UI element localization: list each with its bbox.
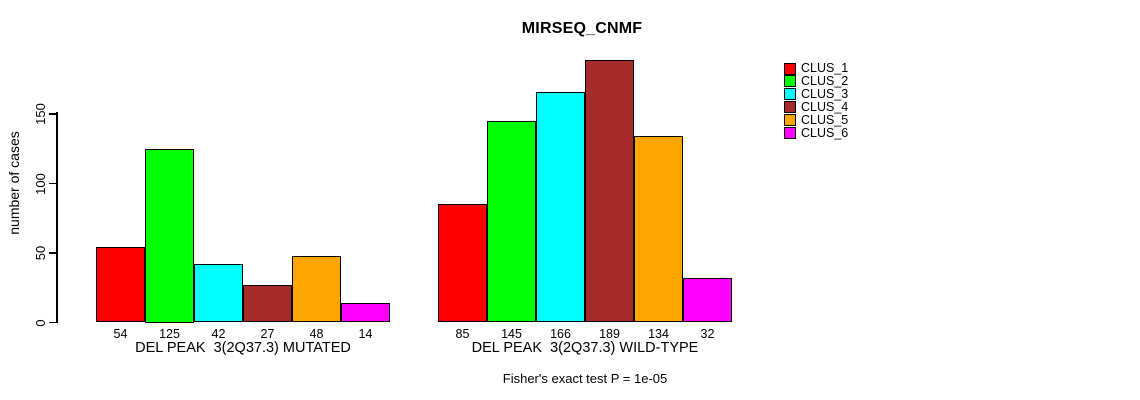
- group-label-wildtype: DEL PEAK 3(2Q37.3) WILD-TYPE: [471, 340, 699, 356]
- legend-label: CLUS_1: [801, 61, 849, 75]
- bar-clus_2-group2: [487, 120, 536, 323]
- bar-clus_2-group1: [145, 148, 194, 323]
- bar-clus_5-group2: [634, 136, 683, 323]
- bar-clus_4-group2: [585, 59, 634, 323]
- legend-swatch-clus_3: [784, 88, 796, 101]
- legend-label: CLUS_3: [801, 86, 849, 101]
- y-axis-tick: [49, 182, 56, 185]
- legend: CLUS_1 CLUS_2 CLUS_3 CLUS_4 CLUS_5 CLUS_6: [784, 62, 904, 152]
- y-axis-tick-label: 50: [33, 245, 48, 261]
- y-axis-tick: [49, 252, 56, 254]
- legend-swatch-clus_2: [784, 75, 796, 88]
- fisher-test-annotation: Fisher's exact test P = 1e-05: [502, 371, 668, 386]
- legend-swatch-clus_4: [784, 101, 796, 114]
- y-axis-tick: [49, 321, 56, 324]
- y-axis-tick-label: 100: [33, 172, 48, 195]
- legend-swatch-clus_1: [784, 62, 796, 75]
- bar-value-label: 42: [211, 326, 226, 341]
- legend-label: CLUS_4: [801, 99, 849, 114]
- bar-value-label: 85: [455, 326, 470, 341]
- bar-clus_4-group1: [243, 284, 292, 323]
- bar-clus_3-group2: [536, 91, 585, 323]
- group-label-mutated: DEL PEAK 3(2Q37.3) MUTATED: [135, 340, 351, 356]
- bar-value-label: 189: [599, 326, 620, 341]
- y-axis-tick-label: 150: [33, 103, 48, 125]
- legend-item-clus_6: CLUS_6: [784, 125, 849, 140]
- legend-swatch-clus_5: [784, 114, 796, 127]
- legend-item-clus_5: CLUS_5: [784, 112, 849, 127]
- bar-clus_1-group2: [438, 204, 487, 323]
- y-axis-line: [56, 112, 58, 323]
- legend-label: CLUS_6: [801, 125, 849, 140]
- bar-value-label: 14: [358, 326, 373, 341]
- legend-item-clus_3: CLUS_3: [784, 86, 849, 101]
- legend-item-clus_1: CLUS_1: [784, 62, 848, 75]
- bar-value-label: 27: [260, 326, 275, 341]
- bar-value-label: 125: [159, 326, 180, 341]
- legend-item-clus_4: CLUS_4: [784, 99, 849, 114]
- bar-clus_3-group1: [194, 264, 243, 323]
- bar-value-label: 134: [648, 326, 669, 341]
- y-axis-tick-label: 0: [33, 318, 48, 327]
- y-axis-tick: [49, 113, 56, 115]
- legend-swatch-clus_6: [784, 127, 796, 139]
- bar-clus_1-group1: [96, 247, 145, 323]
- legend-label: CLUS_5: [801, 112, 849, 127]
- bar-clus_6-group2: [683, 278, 732, 323]
- bar-clus_6-group1: [341, 303, 390, 323]
- legend-item-clus_2: CLUS_2: [784, 73, 849, 88]
- bar-clus_5-group1: [292, 255, 341, 323]
- bar-value-label: 145: [501, 326, 522, 341]
- bar-value-label: 48: [309, 326, 324, 341]
- legend-label: CLUS_2: [801, 73, 849, 88]
- bar-value-label: 54: [113, 326, 128, 341]
- bar-value-label: 166: [550, 326, 571, 341]
- bar-value-label: 32: [700, 326, 715, 341]
- chart-title: MIRSEQ_CNMF: [521, 20, 643, 37]
